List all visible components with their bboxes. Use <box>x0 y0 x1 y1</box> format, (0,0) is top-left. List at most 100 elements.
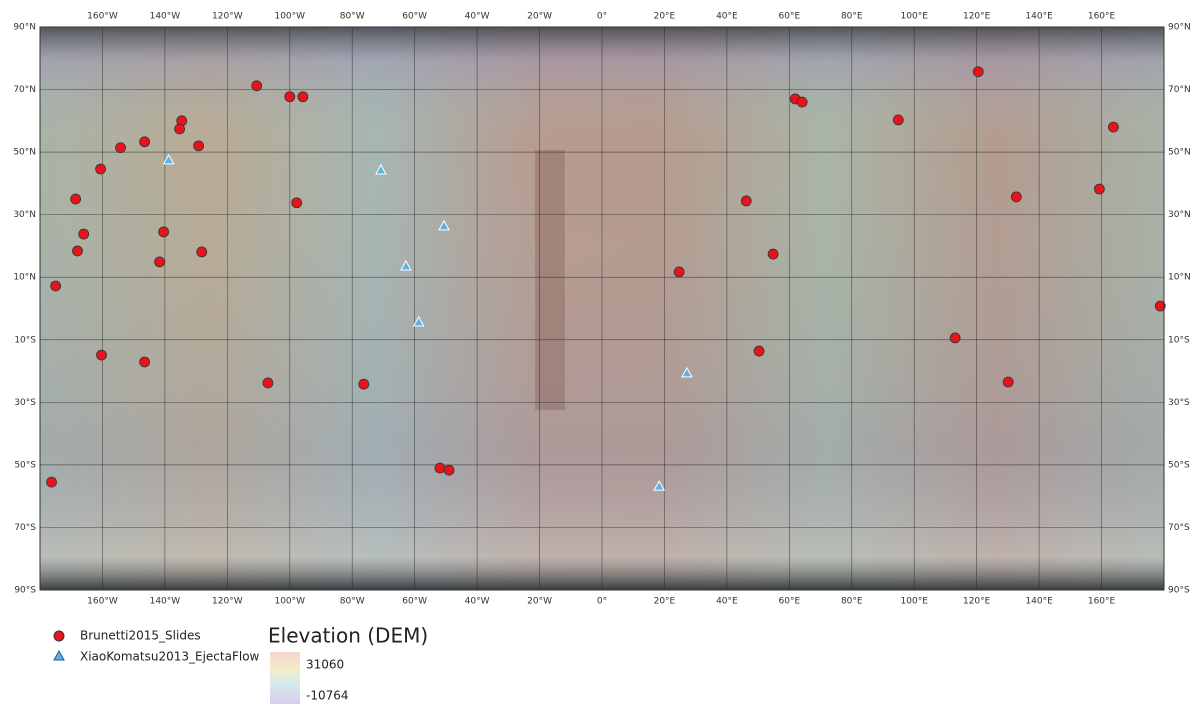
lon-label: 60°W <box>402 597 427 607</box>
lat-label: 90°N <box>13 23 36 33</box>
slide-point <box>263 378 273 388</box>
lat-label: 30°S <box>14 398 36 408</box>
slide-point <box>359 379 369 389</box>
lon-label: 140°W <box>150 12 181 22</box>
lat-label: 50°N <box>1168 148 1191 158</box>
lon-label: 120°W <box>212 597 243 607</box>
lon-label: 80°W <box>340 597 365 607</box>
lon-label: 160°W <box>87 12 118 22</box>
lon-label: 100°W <box>274 12 305 22</box>
lat-label: 50°S <box>1168 460 1190 470</box>
slide-point <box>79 229 89 239</box>
legend-label: Brunetti2015_Slides <box>80 629 201 643</box>
lon-label: 20°W <box>527 597 552 607</box>
slide-point <box>159 227 169 237</box>
ramp-min: -10764 <box>306 689 349 703</box>
slide-point <box>1003 377 1013 387</box>
slide-point <box>797 97 807 107</box>
lat-label: 30°S <box>1168 398 1190 408</box>
lon-label: 120°E <box>963 12 991 22</box>
slide-point <box>252 81 262 91</box>
lon-label: 20°E <box>654 597 676 607</box>
legend: Brunetti2015_Slides XiaoKomatsu2013_Ejec… <box>54 624 428 705</box>
slide-point <box>194 141 204 151</box>
lat-label: 50°S <box>14 460 36 470</box>
lat-label: 50°N <box>13 148 36 158</box>
lon-label: 20°W <box>527 12 552 22</box>
lon-label: 80°E <box>841 597 863 607</box>
slide-point <box>51 281 61 291</box>
lat-label: 90°S <box>1168 586 1190 596</box>
slide-point <box>435 463 445 473</box>
slide-point <box>754 346 764 356</box>
lon-label: 140°E <box>1025 12 1053 22</box>
lon-label: 20°E <box>654 12 676 22</box>
ramp-max: 31060 <box>306 658 344 672</box>
slide-point <box>292 198 302 208</box>
lon-label: 160°E <box>1088 12 1116 22</box>
lon-label: 40°W <box>465 597 490 607</box>
lon-label: 40°E <box>716 597 738 607</box>
lat-label: 30°N <box>13 210 36 220</box>
legend-symbol <box>54 631 64 641</box>
lon-label: 60°E <box>779 597 801 607</box>
lat-label: 10°S <box>1168 335 1190 345</box>
lon-label: 40°W <box>465 12 490 22</box>
lat-label: 90°S <box>14 586 36 596</box>
legend-title: Elevation (DEM) <box>268 624 428 648</box>
lat-label: 70°S <box>1168 523 1190 533</box>
slide-point <box>96 164 106 174</box>
lon-label: 120°E <box>963 597 991 607</box>
lon-label: 60°W <box>402 12 427 22</box>
slide-point <box>950 333 960 343</box>
slide-point <box>741 196 751 206</box>
lat-label: 10°N <box>13 273 36 283</box>
lat-label: 70°N <box>13 85 36 95</box>
slide-point <box>175 124 185 134</box>
slide-point <box>285 92 295 102</box>
lon-label: 120°W <box>212 12 243 22</box>
lon-label: 100°E <box>901 12 929 22</box>
lon-label: 80°E <box>841 12 863 22</box>
slide-point <box>71 194 81 204</box>
slide-point <box>47 477 57 487</box>
legend-symbol <box>54 651 64 660</box>
lat-label: 90°N <box>1168 23 1191 33</box>
slide-point <box>973 67 983 77</box>
slide-point <box>140 357 150 367</box>
slide-point <box>674 267 684 277</box>
lat-label: 70°S <box>14 523 36 533</box>
slide-point <box>97 350 107 360</box>
lon-label: 160°W <box>87 597 118 607</box>
lat-label: 70°N <box>1168 85 1191 95</box>
lon-label: 100°E <box>901 597 929 607</box>
lat-label: 30°N <box>1168 210 1191 220</box>
lat-label: 10°S <box>14 335 36 345</box>
lon-label: 140°E <box>1025 597 1053 607</box>
slide-point <box>1108 122 1118 132</box>
page: {"map": { "lon_range": [-180, 180], "lat… <box>0 0 1199 708</box>
slide-point <box>298 92 308 102</box>
slide-point <box>197 247 207 257</box>
slide-point <box>893 115 903 125</box>
slide-point <box>768 249 778 259</box>
legend-label: XiaoKomatsu2013_EjectaFlow <box>80 650 260 664</box>
lon-label: 160°E <box>1088 597 1116 607</box>
map-view: Brunetti2015_Slides XiaoKomatsu2013_Ejec… <box>0 0 1199 704</box>
slide-point <box>1094 184 1104 194</box>
lon-label: 80°W <box>340 12 365 22</box>
color-ramp <box>270 652 300 704</box>
slide-point <box>155 257 165 267</box>
lon-label: 0° <box>597 597 607 607</box>
slide-point <box>72 246 82 256</box>
slide-point <box>116 143 126 153</box>
lon-label: 40°E <box>716 12 738 22</box>
lon-label: 100°W <box>274 597 305 607</box>
slide-point <box>1011 192 1021 202</box>
lat-label: 10°N <box>1168 273 1191 283</box>
slide-point <box>140 137 150 147</box>
slide-point <box>444 465 454 475</box>
lon-label: 0° <box>597 12 607 22</box>
lon-label: 60°E <box>779 12 801 22</box>
lon-label: 140°W <box>150 597 181 607</box>
